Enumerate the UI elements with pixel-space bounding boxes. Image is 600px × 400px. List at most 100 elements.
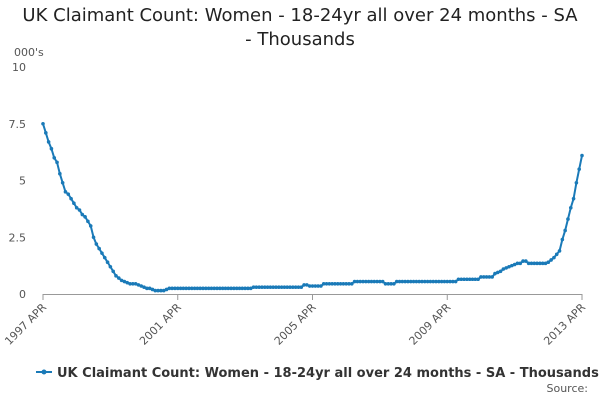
data-point (414, 279, 419, 284)
data-point (512, 262, 517, 267)
data-point (428, 279, 433, 284)
data-point (119, 278, 124, 283)
data-point (546, 260, 551, 265)
data-point (195, 286, 200, 291)
data-point (451, 279, 455, 284)
data-point (296, 285, 301, 289)
data-point (212, 286, 217, 291)
data-point (145, 286, 149, 291)
data-point (105, 260, 110, 265)
data-point (94, 242, 99, 246)
x-tick-label: 2013 APR (541, 301, 588, 348)
data-point (389, 281, 393, 286)
data-point (538, 261, 542, 266)
data-point (563, 228, 567, 233)
series-line (42, 123, 583, 292)
data-point (479, 275, 483, 279)
data-point (237, 286, 242, 291)
data-point (131, 281, 135, 286)
legend-label: UK Claimant Count: Women - 18-24yr all o… (57, 366, 599, 381)
y-tick-label: 5 (19, 175, 26, 188)
data-point (406, 279, 410, 284)
data-point (462, 277, 466, 282)
data-point (142, 285, 146, 289)
data-point (147, 286, 152, 291)
data-point (291, 285, 295, 289)
data-point (347, 281, 351, 286)
data-point (361, 279, 365, 284)
data-point (487, 275, 492, 279)
data-point (476, 277, 480, 282)
y-tick-label: 7.5 (9, 118, 27, 131)
data-point (260, 285, 264, 289)
data-point (265, 285, 270, 289)
data-point (557, 249, 562, 253)
data-point (335, 281, 340, 286)
data-point (400, 279, 405, 284)
data-point (282, 285, 287, 289)
data-point (484, 275, 489, 279)
data-point (274, 285, 278, 289)
data-point (501, 267, 506, 271)
data-point (248, 286, 253, 291)
data-point (529, 261, 534, 266)
data-point (439, 279, 444, 284)
data-point (319, 284, 323, 288)
data-point (232, 286, 236, 291)
data-point (568, 205, 573, 210)
data-point (566, 217, 570, 221)
data-point (307, 284, 312, 288)
data-point (302, 283, 306, 287)
data-point (448, 279, 452, 284)
data-point (560, 237, 565, 242)
data-point (380, 279, 385, 284)
data-point (178, 286, 183, 291)
data-point (251, 285, 256, 289)
data-point (88, 224, 93, 228)
data-point (518, 261, 523, 266)
data-point (571, 196, 576, 201)
data-point (524, 259, 528, 263)
data-point (504, 266, 509, 270)
data-point (49, 146, 54, 151)
data-point (218, 286, 222, 291)
data-point (279, 285, 284, 289)
data-point (299, 285, 304, 289)
data-point (392, 281, 396, 286)
data-point (164, 287, 169, 292)
data-point (268, 285, 273, 289)
data-point (83, 215, 87, 219)
data-point (386, 281, 391, 286)
data-point (159, 288, 163, 293)
data-point (411, 279, 416, 284)
data-point (369, 279, 374, 284)
data-point (285, 285, 290, 289)
data-point (229, 286, 233, 291)
data-point (69, 196, 73, 201)
data-point (167, 286, 172, 291)
source: Source: (547, 382, 589, 395)
data-point (355, 279, 360, 284)
data-point (181, 286, 186, 291)
data-point (246, 286, 250, 291)
data-point (434, 279, 438, 284)
data-point (456, 277, 461, 282)
y-axis-label: 000's (14, 46, 44, 59)
data-point (133, 281, 138, 286)
data-point (422, 279, 427, 284)
data-point (175, 286, 180, 291)
data-point (91, 235, 96, 240)
data-point (257, 285, 261, 289)
data-point (515, 261, 520, 266)
data-point (55, 160, 59, 165)
data-point (521, 259, 525, 263)
data-point (397, 279, 402, 284)
data-point (580, 153, 584, 158)
data-point (58, 171, 62, 176)
data-point (189, 286, 194, 291)
data-point (481, 275, 486, 279)
legend-marker (41, 369, 47, 375)
data-point (77, 208, 82, 212)
